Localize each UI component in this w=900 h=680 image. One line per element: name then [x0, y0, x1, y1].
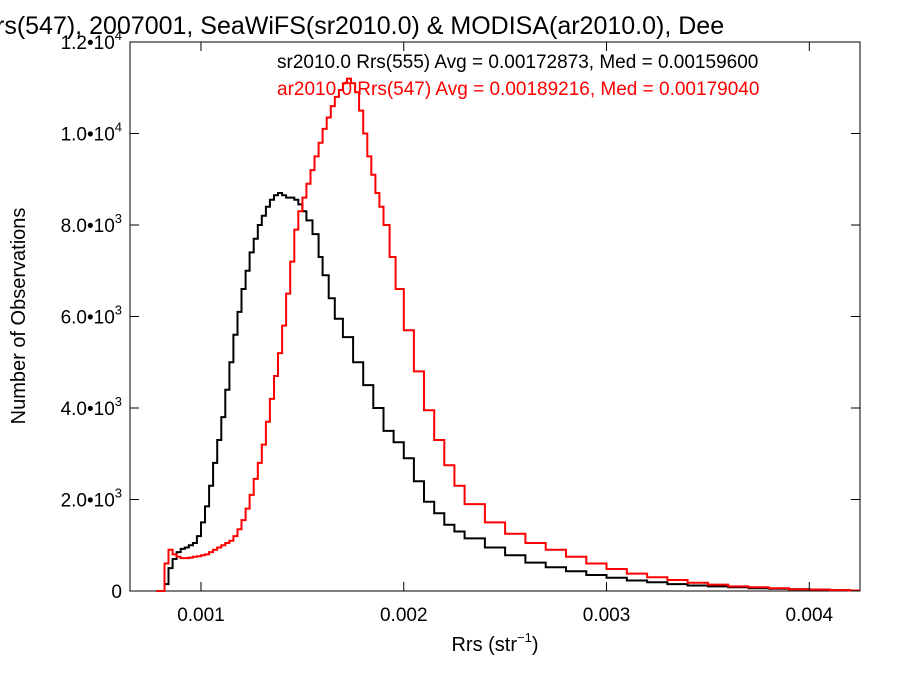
legend: sr2010.0 Rrs(555) Avg = 0.00172873, Med … [277, 52, 759, 100]
y-tick-label: 4.0•103 [61, 394, 122, 420]
y-tick-label: 2.0•103 [61, 486, 122, 512]
x-tick-label: 0.002 [380, 605, 428, 626]
x-axis-label-main: Rrs (str [451, 634, 517, 656]
x-tick-label: 0.001 [177, 605, 225, 626]
y-tick-label: 8.0•103 [61, 211, 122, 237]
series-line-2 [156, 77, 860, 592]
y-tick-label: 6.0•103 [61, 303, 122, 329]
y-tick-label: 1.0•104 [61, 120, 122, 146]
x-axis-label-sup: −1 [517, 630, 532, 645]
series-line-1 [156, 192, 860, 592]
legend-entry-1: sr2010.0 Rrs(555) Avg = 0.00172873, Med … [277, 52, 758, 73]
plot-frame [129, 41, 861, 592]
y-axis-label: Number of Observations [8, 208, 30, 425]
y-tick-label: 1.2•104 [61, 28, 122, 54]
legend-entry-2: ar2010.0 Rrs(547) Avg = 0.00189216, Med … [277, 79, 759, 100]
x-axis-label-close: ) [532, 634, 539, 656]
chart-title: rs(547), 2007001, SeaWiFS(sr2010.0) & MO… [0, 12, 724, 40]
x-tick-label: 0.003 [583, 605, 631, 626]
axis-layer: 0.001 0.002 0.003 0.004 0 2.0•103 4.0•103 6.0•1… [61, 28, 860, 626]
x-tick-label: 0.004 [786, 605, 834, 626]
x-axis-label: Rrs (str−1) [451, 630, 538, 656]
y-tick-label: 0 [111, 582, 122, 603]
series-layer [156, 77, 860, 592]
